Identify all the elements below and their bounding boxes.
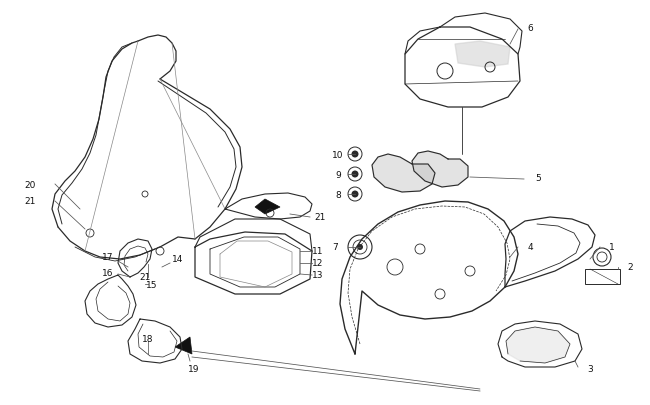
Circle shape (352, 191, 359, 198)
Text: 11: 11 (312, 247, 324, 256)
Text: 21: 21 (315, 213, 326, 222)
Text: 14: 14 (172, 255, 184, 264)
Text: 12: 12 (312, 259, 324, 268)
Text: 21: 21 (139, 273, 151, 282)
Text: 9: 9 (335, 170, 341, 179)
Text: 13: 13 (312, 271, 324, 280)
Polygon shape (175, 337, 192, 354)
Text: 16: 16 (102, 268, 114, 277)
Circle shape (352, 171, 359, 178)
Text: 6: 6 (527, 23, 533, 32)
Text: 5: 5 (535, 173, 541, 182)
Text: 4: 4 (527, 243, 533, 252)
Polygon shape (455, 42, 510, 68)
Polygon shape (255, 200, 280, 215)
Text: 17: 17 (102, 253, 114, 262)
Polygon shape (412, 151, 468, 188)
Polygon shape (506, 327, 570, 363)
Text: 10: 10 (332, 150, 344, 159)
Text: 20: 20 (24, 180, 36, 189)
Text: 1: 1 (609, 243, 615, 252)
Circle shape (357, 244, 363, 250)
Text: 3: 3 (587, 364, 593, 373)
Text: 8: 8 (335, 190, 341, 199)
Text: 7: 7 (332, 243, 338, 252)
Text: 18: 18 (142, 335, 154, 344)
Text: 15: 15 (146, 280, 158, 289)
Text: 21: 21 (24, 197, 36, 206)
Polygon shape (372, 155, 435, 192)
Circle shape (352, 151, 359, 158)
Text: 19: 19 (188, 364, 200, 373)
Text: 2: 2 (627, 263, 633, 272)
